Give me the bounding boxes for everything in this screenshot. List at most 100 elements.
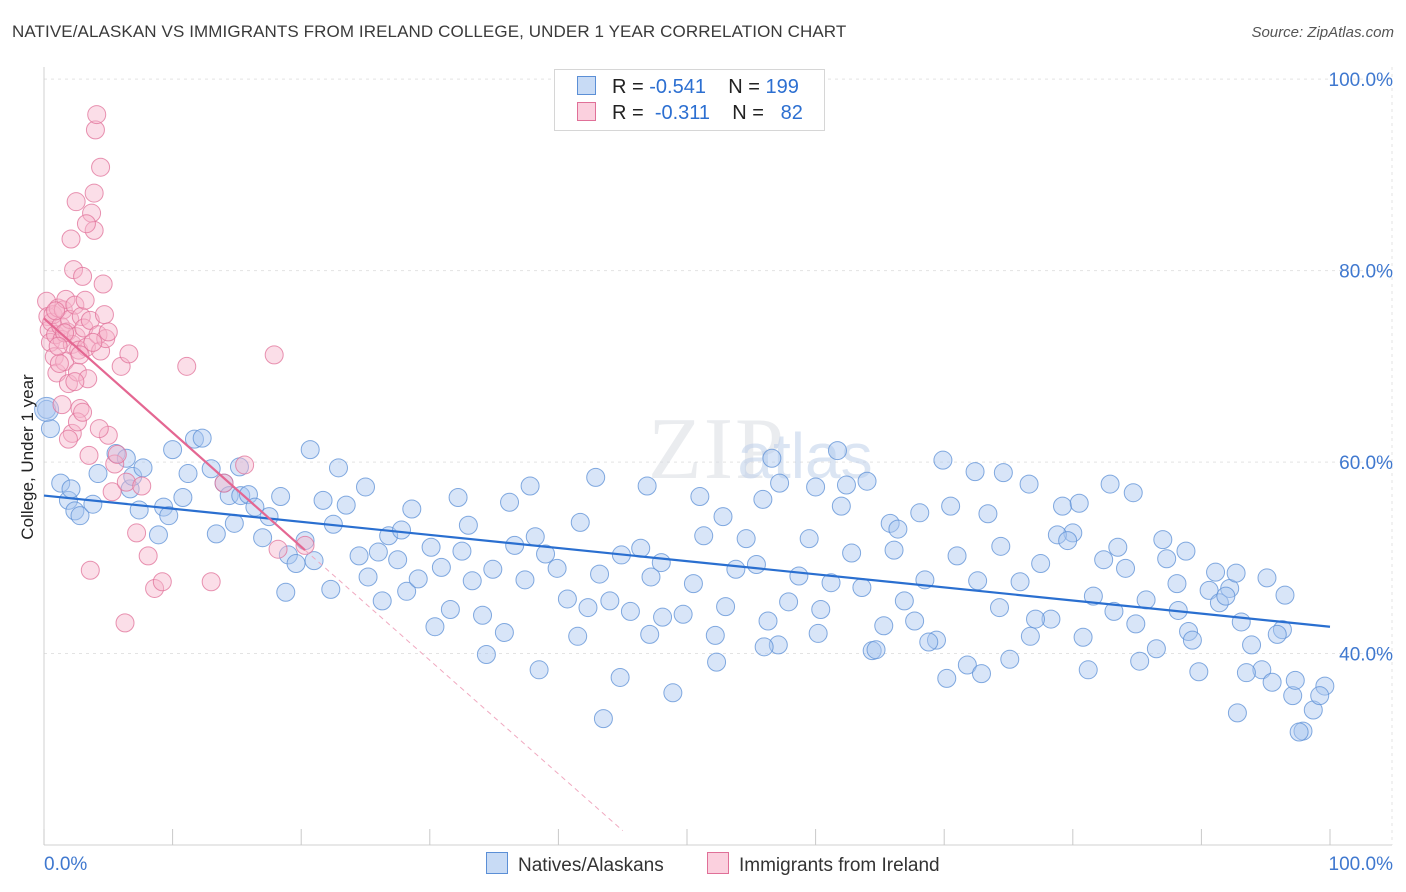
data-point bbox=[1100, 474, 1120, 494]
trend-lines bbox=[43, 317, 1331, 832]
data-point bbox=[683, 574, 703, 594]
data-point bbox=[295, 535, 315, 555]
data-point bbox=[991, 536, 1011, 556]
data-point bbox=[48, 336, 68, 356]
data-point bbox=[313, 490, 333, 510]
data-point bbox=[408, 569, 428, 589]
data-point bbox=[768, 635, 788, 655]
data-point bbox=[67, 412, 87, 432]
data-point bbox=[529, 660, 549, 680]
data-point bbox=[933, 450, 953, 470]
data-point bbox=[640, 624, 660, 644]
bottom-legend-swatch-natives bbox=[486, 852, 508, 874]
x-tick-label: 100.0% bbox=[1329, 854, 1394, 875]
data-point bbox=[321, 579, 341, 599]
bottom-legend-label: Natives/Alaskans bbox=[518, 855, 664, 876]
data-point bbox=[300, 440, 320, 460]
data-point bbox=[402, 499, 422, 519]
data-point bbox=[808, 623, 828, 643]
data-point bbox=[1123, 483, 1143, 503]
data-point bbox=[1146, 639, 1166, 659]
legend-n-value: 199 bbox=[765, 76, 799, 98]
data-point bbox=[1058, 531, 1078, 551]
bottom-legend-swatch-ireland bbox=[707, 852, 729, 874]
data-point bbox=[570, 512, 590, 532]
trend-line-ireland-extension bbox=[304, 549, 624, 832]
data-point bbox=[1019, 474, 1039, 494]
data-point bbox=[578, 598, 598, 618]
legend-r-value: -0.311 bbox=[654, 102, 711, 124]
data-point bbox=[1257, 568, 1277, 588]
legend-swatch-ireland bbox=[577, 102, 596, 121]
data-point bbox=[525, 527, 545, 547]
data-point bbox=[1153, 530, 1173, 550]
data-point bbox=[238, 485, 258, 505]
data-point bbox=[1167, 574, 1187, 594]
data-point bbox=[547, 558, 567, 578]
data-point bbox=[754, 637, 774, 657]
data-point bbox=[770, 473, 790, 493]
data-point bbox=[1206, 562, 1226, 582]
data-point bbox=[65, 372, 85, 392]
data-point bbox=[192, 428, 212, 448]
data-point bbox=[178, 464, 198, 484]
data-point bbox=[1157, 549, 1177, 569]
data-point bbox=[268, 539, 288, 559]
data-point bbox=[713, 507, 733, 527]
data-point bbox=[586, 467, 606, 487]
data-point bbox=[1020, 626, 1040, 646]
data-point bbox=[1283, 686, 1303, 706]
data-point bbox=[98, 322, 118, 342]
data-point bbox=[336, 495, 356, 515]
data-point bbox=[874, 616, 894, 636]
data-point bbox=[831, 496, 851, 516]
data-point bbox=[811, 600, 831, 619]
data-point bbox=[392, 520, 412, 540]
data-point bbox=[52, 395, 72, 415]
data-point bbox=[177, 356, 197, 376]
data-point bbox=[620, 601, 640, 621]
data-point bbox=[989, 598, 1009, 618]
data-point bbox=[827, 441, 847, 461]
data-point bbox=[894, 591, 914, 611]
data-point bbox=[132, 476, 152, 496]
correlation-legend: R = -0.541 N = 199 R = -0.311 N = 82 bbox=[554, 69, 825, 131]
data-point bbox=[49, 353, 69, 373]
data-point bbox=[880, 513, 900, 533]
data-point bbox=[44, 347, 64, 367]
data-point bbox=[836, 475, 856, 495]
data-point bbox=[73, 402, 93, 422]
data-point bbox=[866, 640, 886, 660]
y-tick-label: 60.0% bbox=[1339, 453, 1393, 474]
legend-r-value: -0.541 bbox=[649, 76, 706, 98]
data-point bbox=[651, 553, 671, 573]
gridlines bbox=[44, 78, 1392, 655]
data-point bbox=[1231, 612, 1251, 632]
data-point bbox=[515, 570, 535, 590]
data-point bbox=[593, 709, 613, 729]
data-point bbox=[224, 513, 244, 533]
data-point bbox=[61, 479, 81, 499]
data-point bbox=[736, 529, 756, 549]
trend-line-ireland bbox=[43, 317, 306, 551]
y-tick-label: 80.0% bbox=[1339, 262, 1393, 283]
data-point bbox=[965, 462, 985, 482]
data-point bbox=[806, 477, 826, 497]
data-point bbox=[148, 525, 168, 545]
data-point bbox=[957, 655, 977, 675]
data-point bbox=[304, 551, 324, 571]
data-point bbox=[494, 622, 514, 642]
data-point bbox=[758, 611, 778, 631]
data-point bbox=[520, 476, 540, 496]
data-point bbox=[1236, 663, 1256, 683]
data-point bbox=[694, 526, 714, 546]
data-point bbox=[61, 229, 81, 249]
data-point bbox=[349, 546, 369, 566]
legend-row-natives: R = -0.541 N = 199 bbox=[577, 76, 799, 102]
data-point bbox=[779, 592, 799, 612]
bottom-legend-label: Immigrants from Ireland bbox=[739, 855, 940, 876]
data-point bbox=[356, 477, 375, 497]
data-point bbox=[1285, 670, 1305, 690]
data-point bbox=[663, 683, 683, 703]
data-point bbox=[947, 546, 967, 566]
